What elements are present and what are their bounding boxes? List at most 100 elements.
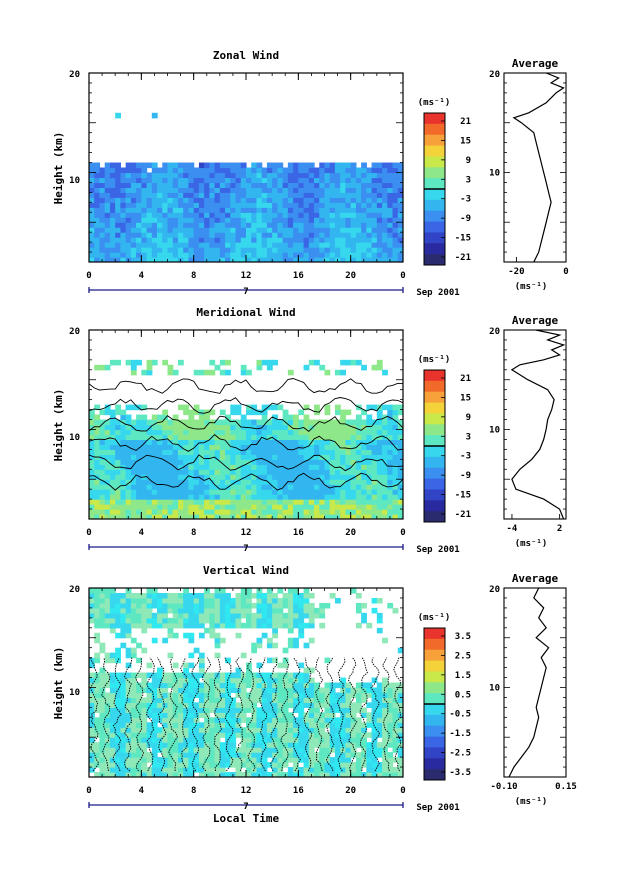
field-cell xyxy=(251,242,258,248)
field-cell xyxy=(392,182,399,188)
field-cell xyxy=(141,509,148,515)
field-cell xyxy=(387,469,394,475)
field-cell xyxy=(167,444,174,450)
field-cell xyxy=(109,212,116,218)
field-cell xyxy=(214,717,221,723)
field-cell xyxy=(371,692,378,699)
field-cell xyxy=(261,167,268,174)
field-cell xyxy=(251,257,258,262)
field-cell xyxy=(141,242,148,248)
field-cell xyxy=(387,742,394,748)
field-cell xyxy=(251,162,258,169)
field-cell xyxy=(371,509,378,515)
field-cell xyxy=(366,242,373,248)
field-cell xyxy=(340,227,347,233)
field-cell xyxy=(340,232,347,238)
field-cell xyxy=(314,509,320,515)
field-cell xyxy=(162,597,169,604)
field-cell xyxy=(329,692,336,699)
field-cell xyxy=(172,177,179,184)
field-cell xyxy=(214,474,221,480)
field-cell xyxy=(115,202,121,208)
colorbar-segment xyxy=(424,649,445,662)
field-cell xyxy=(209,509,216,515)
field-cell xyxy=(115,712,121,718)
field-cell xyxy=(130,597,137,604)
field-cell xyxy=(130,767,137,773)
field-cell xyxy=(376,612,383,619)
field-cell xyxy=(293,434,299,441)
field-cell xyxy=(366,212,373,218)
field-cell xyxy=(272,612,278,619)
field-cell xyxy=(104,424,111,431)
field-cell xyxy=(246,752,252,758)
field-cell xyxy=(376,202,383,208)
field-cell xyxy=(130,637,137,644)
field-cell xyxy=(104,479,111,485)
field-cell xyxy=(209,252,216,258)
field-cell xyxy=(387,752,394,758)
field-cell xyxy=(183,197,190,203)
field-cell xyxy=(334,192,341,198)
field-cell xyxy=(198,682,205,689)
field-cell xyxy=(303,364,310,371)
field-cell xyxy=(157,494,163,500)
field-cell xyxy=(382,767,388,773)
field-cell xyxy=(282,414,289,421)
field-cell xyxy=(392,682,399,689)
field-cell xyxy=(272,592,278,599)
field-cell xyxy=(240,494,247,500)
field-cell xyxy=(141,247,148,253)
field-cell xyxy=(146,752,153,758)
field-cell xyxy=(376,434,383,441)
field-cell xyxy=(293,757,299,763)
field-cell xyxy=(115,717,121,723)
field-cell xyxy=(282,167,289,174)
field-cell xyxy=(120,464,127,470)
field-cell xyxy=(130,257,137,262)
field-cell xyxy=(104,364,111,371)
field-cell xyxy=(334,247,341,253)
field-cell xyxy=(272,632,278,639)
field-cell xyxy=(282,439,289,445)
field-cell xyxy=(130,454,137,460)
field-cell xyxy=(167,622,174,629)
field-cell xyxy=(314,202,320,208)
panel-title: Zonal Wind xyxy=(213,49,279,62)
field-cell xyxy=(94,504,101,510)
field-cell xyxy=(298,592,305,599)
field-cell xyxy=(350,177,357,184)
field-cell xyxy=(230,177,237,184)
field-cell xyxy=(214,747,221,753)
field-cell xyxy=(120,617,127,624)
field-cell xyxy=(94,762,101,768)
field-cell xyxy=(136,459,142,465)
field-cell xyxy=(287,252,294,258)
field-cell xyxy=(366,232,373,238)
field-cell xyxy=(115,742,121,748)
field-cell xyxy=(277,687,284,694)
field-cell xyxy=(345,469,352,475)
field-cell xyxy=(188,409,195,416)
field-cell xyxy=(282,207,289,213)
field-cell xyxy=(376,197,383,203)
field-cell xyxy=(162,727,169,733)
field-cell xyxy=(308,692,315,699)
field-cell xyxy=(240,677,247,684)
field-cell xyxy=(303,494,310,500)
field-cell xyxy=(361,494,367,500)
field-cell xyxy=(355,429,362,436)
field-cell xyxy=(104,622,111,629)
field-cell xyxy=(172,602,179,609)
date-suffix: Sep 2001 xyxy=(416,803,459,813)
field-cell xyxy=(115,252,121,258)
field-cell xyxy=(314,479,320,485)
field-cell xyxy=(246,682,252,689)
field-cell xyxy=(272,682,278,689)
field-cell xyxy=(261,622,268,629)
field-cell xyxy=(214,607,221,614)
field-cell xyxy=(183,707,190,713)
field-cell xyxy=(151,612,158,619)
field-cell xyxy=(334,202,341,208)
field-cell xyxy=(298,662,305,669)
